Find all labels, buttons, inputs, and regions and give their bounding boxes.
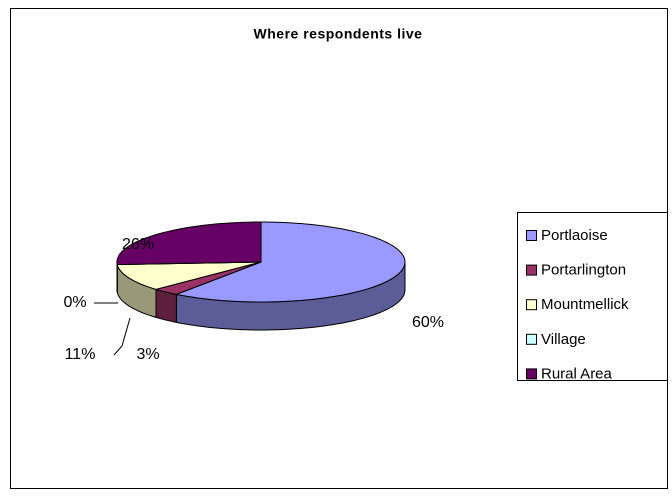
slice <box>116 221 262 266</box>
slice <box>174 221 406 303</box>
legend-box <box>517 212 668 381</box>
legend-swatch <box>526 368 537 380</box>
legend-label: Village <box>541 331 586 348</box>
legend-swatch <box>526 333 537 345</box>
legend-swatch <box>526 264 537 276</box>
data-label: 0% <box>63 294 86 311</box>
legend-label: Portarlington <box>541 262 626 279</box>
slice <box>154 261 262 295</box>
legend-label: Mountmellick <box>541 296 629 313</box>
data-label: 60% <box>412 314 444 331</box>
legend-swatch <box>526 299 537 311</box>
slice-side <box>155 288 177 324</box>
chart-title: Where respondents live <box>254 26 423 42</box>
data-label: 3% <box>136 346 159 363</box>
leader-line <box>113 317 131 356</box>
data-label: 11% <box>65 346 96 363</box>
data-label: 26% <box>122 236 154 253</box>
legend-swatch <box>526 230 537 241</box>
legend-label: Rural Area <box>541 365 613 382</box>
slice <box>116 261 262 290</box>
legend-label: Portlaoise <box>541 227 608 244</box>
